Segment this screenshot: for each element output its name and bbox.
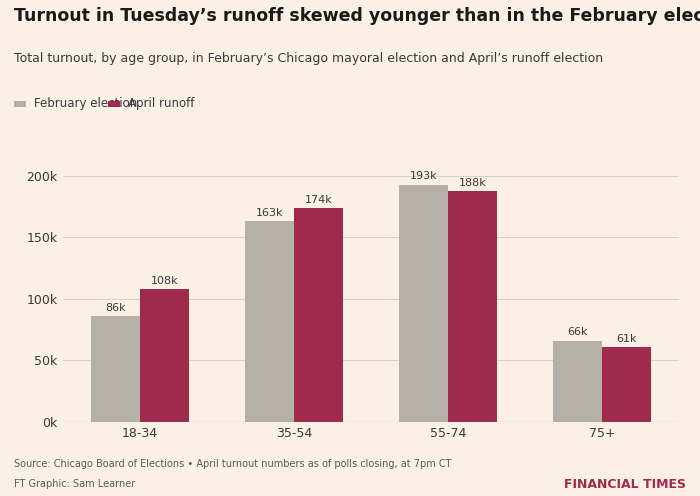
Text: Turnout in Tuesday’s runoff skewed younger than in the February election: Turnout in Tuesday’s runoff skewed young… [14,7,700,25]
Text: 174k: 174k [304,195,332,205]
Text: 66k: 66k [567,327,587,337]
Bar [140,289,189,422]
Bar [399,185,448,422]
Bar [553,341,602,422]
Bar [448,190,497,422]
Bar [602,347,651,422]
Bar [294,208,343,422]
Text: Total turnout, by age group, in February’s Chicago mayoral election and April’s : Total turnout, by age group, in February… [14,52,603,65]
Text: 188k: 188k [458,178,486,187]
Text: 86k: 86k [105,303,126,313]
Text: Source: Chicago Board of Elections • April turnout numbers as of polls closing, : Source: Chicago Board of Elections • Apr… [14,459,452,469]
Text: February election: February election [34,97,137,110]
Text: 108k: 108k [150,276,178,286]
Bar [245,221,294,422]
Bar [91,316,140,422]
Text: April runoff: April runoff [128,97,195,110]
Text: 61k: 61k [617,334,637,344]
Text: 193k: 193k [410,172,438,182]
Text: FT Graphic: Sam Learner: FT Graphic: Sam Learner [14,479,135,489]
Text: FINANCIAL TIMES: FINANCIAL TIMES [564,478,686,491]
Text: 163k: 163k [256,208,283,218]
